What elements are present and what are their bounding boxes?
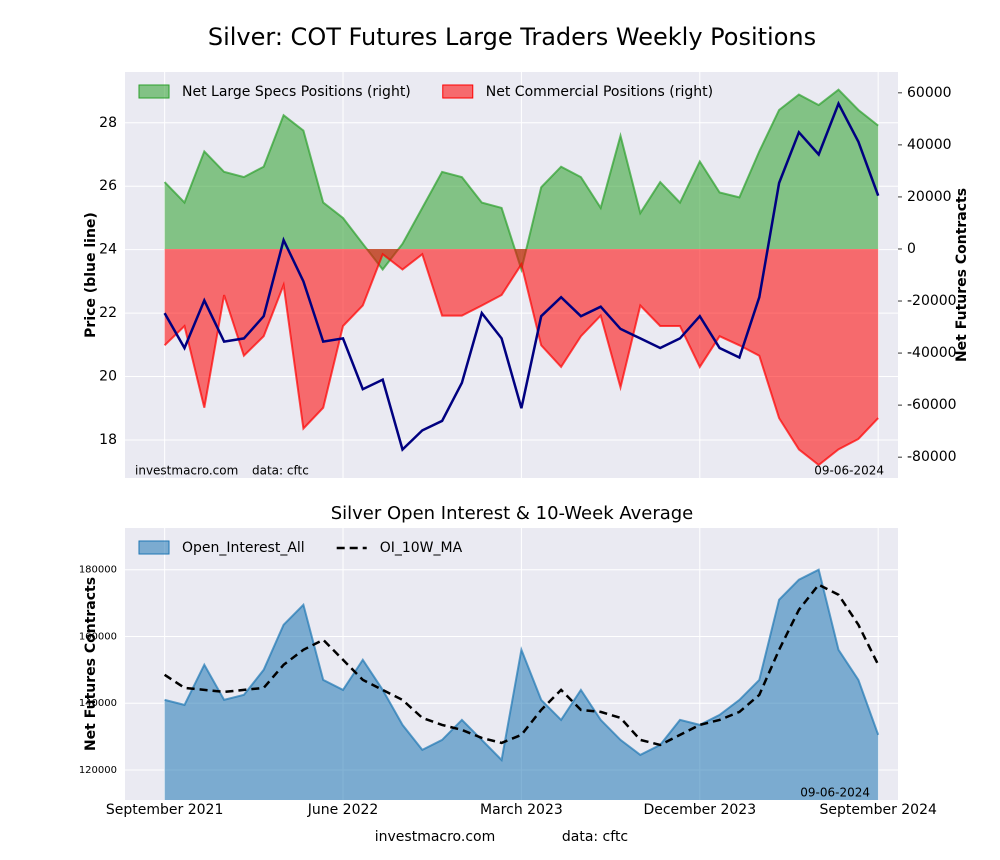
line [163,100,880,452]
y-tick-label: 22 [99,305,117,321]
annotation: 09-06-2024 [800,786,870,800]
area [164,248,879,465]
y2-tick-label: -40000 [907,345,957,361]
chart-title: Silver Open Interest & 10-Week Average [331,503,694,524]
legend-label: Open_Interest_All [182,540,305,556]
area [164,89,879,270]
x-tick-label: December 2023 [643,802,756,818]
y-tick-label: 18 [99,432,117,448]
y-axis-label: Net Futures Contracts [83,577,99,751]
y-tick-label: 28 [99,115,117,131]
x-tick-label: September 2024 [819,802,937,818]
x-tick-label: June 2022 [307,802,379,818]
y-tick-label: 24 [99,242,117,258]
line [163,583,880,747]
y2-tick-label: -60000 [907,397,957,413]
area [164,569,879,800]
legend-swatch [138,540,170,555]
y2-tick-label: 40000 [907,137,952,153]
area-edge [163,252,879,467]
y2-tick-label: -20000 [907,293,957,309]
annotation: data: cftc [252,464,309,478]
annotation: investmacro.com [135,464,238,478]
y2-tick-label: 0 [907,241,916,257]
legend-swatch [442,84,474,99]
y2-axis-label: Net Futures Contracts [954,188,970,362]
area-edge [164,568,880,763]
y-tick-label: 20 [99,369,117,385]
legend-label: OI_10W_MA [380,540,463,556]
y-tick-label: 140000 [79,698,117,709]
y-tick-label: 26 [99,178,117,194]
page-title: Silver: COT Futures Large Traders Weekly… [208,23,816,51]
footer-source: investmacro.com [375,829,495,845]
y-axis-label: Price (blue line) [83,212,99,338]
legend-label: Net Commercial Positions (right) [486,84,713,100]
area-edge [163,88,879,274]
y-tick-label: 180000 [79,565,117,576]
x-tick-label: March 2023 [480,802,563,818]
y-tick-label: 120000 [79,765,117,776]
legend-swatch [138,84,170,99]
footer-data: data: cftc [562,829,628,845]
legend-label: Net Large Specs Positions (right) [182,84,411,100]
y-tick-label: 160000 [79,631,117,642]
x-tick-label: September 2021 [106,802,223,818]
y2-tick-label: 20000 [907,189,952,205]
y2-tick-label: 60000 [907,85,952,101]
annotation: 09-06-2024 [814,464,884,478]
y2-tick-label: -80000 [907,449,957,465]
